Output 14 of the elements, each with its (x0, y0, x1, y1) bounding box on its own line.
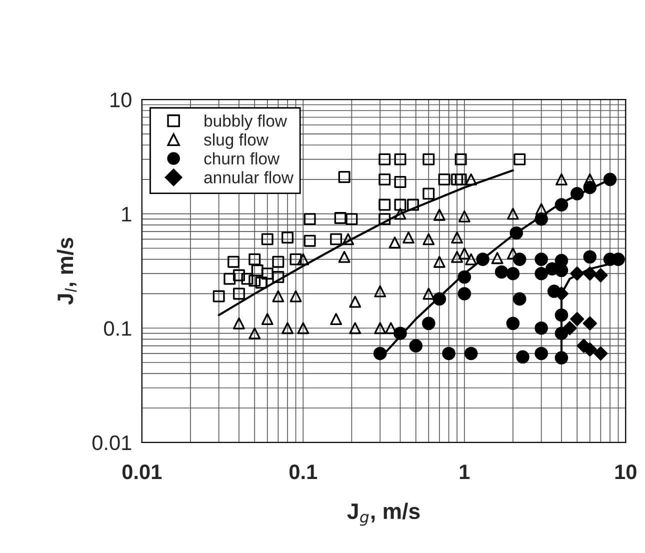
x-tick-label: 10 (615, 464, 636, 480)
legend-label: bubbly flow (204, 114, 287, 130)
x-tick-label: 1 (460, 464, 470, 480)
x-tick-label: 0.01 (122, 464, 162, 480)
y-tick-label: 0.1 (104, 321, 132, 336)
legend-label: slug flow (204, 133, 268, 149)
y-tick-label: 1 (122, 207, 132, 222)
y-tick-label: 0.01 (92, 435, 132, 450)
legend-label: annular flow (204, 171, 294, 184)
x-tick-label: 0.1 (289, 464, 318, 480)
y-axis-title: J$_{l}$, m/s (56, 238, 77, 305)
legend-label: churn flow (204, 152, 280, 165)
x-axis-title: J$_{g}$, m/s (347, 502, 420, 526)
y-tick-label: 10 (110, 92, 132, 108)
